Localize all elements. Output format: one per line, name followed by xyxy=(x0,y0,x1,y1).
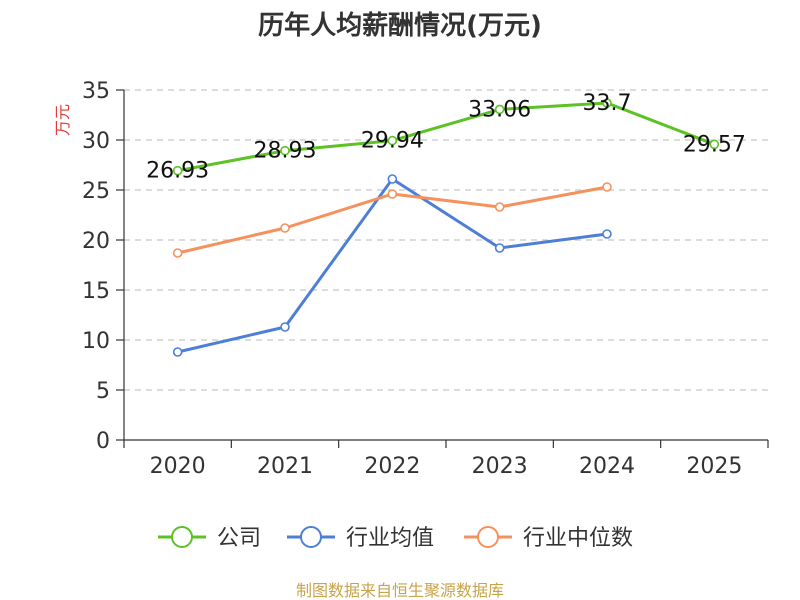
legend-item-1[interactable]: 行业均值 xyxy=(287,526,434,551)
data-label: 29.94 xyxy=(361,129,424,154)
data-label: 29.57 xyxy=(683,132,746,157)
y-ticks: 0 5 10 15 20 25 30 35 xyxy=(82,79,124,454)
legend-item-2[interactable]: 行业中位数 xyxy=(464,526,633,551)
data-labels: 26.93 28.93 29.94 33.06 33.7 29.57 xyxy=(146,91,746,184)
data-point xyxy=(709,139,720,150)
y-axis-label: 万元 xyxy=(53,104,72,136)
data-point xyxy=(387,174,398,184)
x-tick-label: 2025 xyxy=(686,454,742,479)
y-tick-label: 30 xyxy=(82,129,110,154)
data-point xyxy=(602,229,612,239)
series-lines xyxy=(172,98,720,357)
data-point xyxy=(602,182,612,192)
legend-marker xyxy=(300,526,322,548)
y-tick-label: 10 xyxy=(82,329,110,354)
data-point xyxy=(602,98,612,108)
y-tick-label: 5 xyxy=(96,379,110,404)
data-point xyxy=(172,347,183,357)
data-point xyxy=(494,104,505,115)
data-point xyxy=(172,165,183,176)
chart-title: 历年人均薪酬情况(万元) xyxy=(258,10,542,41)
data-point xyxy=(387,135,398,146)
legend-marker xyxy=(477,526,499,548)
data-point xyxy=(172,248,183,258)
data-label: 26.93 xyxy=(146,159,209,184)
data-point xyxy=(280,145,290,156)
x-tick-label: 2024 xyxy=(579,454,635,479)
legend-label: 公司 xyxy=(217,526,261,551)
data-point xyxy=(494,243,505,253)
legend-label: 行业中位数 xyxy=(523,526,633,551)
x-tick-label: 2022 xyxy=(364,454,420,479)
series-line-0 xyxy=(177,101,715,173)
source-note: 制图数据来自恒生聚源数据库 xyxy=(296,581,504,600)
data-label: 33.06 xyxy=(468,97,531,122)
x-tick-label: 2023 xyxy=(472,454,528,479)
series-line-1 xyxy=(177,177,608,354)
y-tick-label: 15 xyxy=(82,279,110,304)
data-point xyxy=(494,202,505,212)
legend-label: 行业均值 xyxy=(346,526,434,551)
legend-marker xyxy=(171,526,193,548)
axes xyxy=(123,90,768,441)
y-tick-label: 35 xyxy=(82,79,110,104)
data-point xyxy=(280,223,290,233)
data-point xyxy=(280,322,290,332)
legend: 公司 行业均值 行业中位数 xyxy=(158,526,633,551)
y-tick-label: 25 xyxy=(82,179,110,204)
data-point xyxy=(387,189,398,199)
y-tick-label: 0 xyxy=(96,429,110,454)
legend-item-0[interactable]: 公司 xyxy=(158,526,261,551)
x-tick-label: 2020 xyxy=(150,454,206,479)
data-label: 28.93 xyxy=(254,139,317,164)
data-label: 33.7 xyxy=(583,91,632,116)
x-tick-label: 2021 xyxy=(257,454,313,479)
x-ticks: 2020 2021 2022 2023 2024 2025 xyxy=(123,440,769,479)
y-tick-label: 20 xyxy=(82,229,110,254)
gridlines xyxy=(124,89,768,391)
